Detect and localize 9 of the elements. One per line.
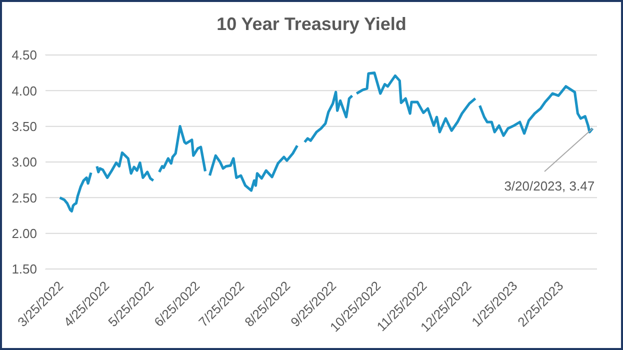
- y-tick-label: 1.50: [12, 262, 37, 277]
- y-tick-label: 4.50: [12, 48, 37, 63]
- y-tick-label: 4.00: [12, 83, 37, 98]
- y-tick-label: 2.00: [12, 226, 37, 241]
- y-tick-label: 3.00: [12, 154, 37, 170]
- y-tick-label: 3.50: [12, 118, 37, 134]
- chart-title: 10 Year Treasury Yield: [216, 14, 408, 35]
- y-tick-label: 2.50: [12, 190, 37, 206]
- annotation: 3/20/2023, 3.47: [504, 178, 595, 194]
